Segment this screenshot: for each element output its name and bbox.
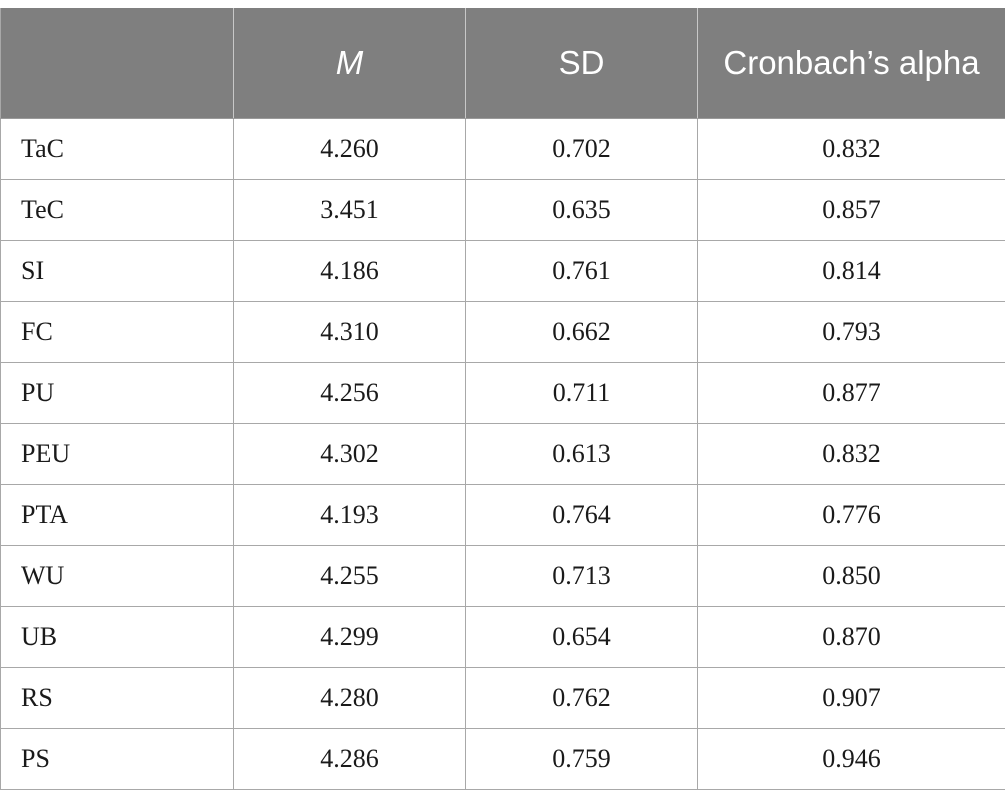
row-label-cell: PS [0, 728, 234, 790]
cronbach-alpha-cell: 0.946 [697, 728, 1005, 790]
mean-cell: 4.255 [233, 545, 466, 607]
sd-cell: 0.713 [465, 545, 698, 607]
table-row: PEU 4.302 0.613 0.832 [0, 423, 1005, 485]
table-row: TaC 4.260 0.702 0.832 [0, 118, 1005, 180]
table-row: PS 4.286 0.759 0.946 [0, 728, 1005, 790]
mean-cell: 4.302 [233, 423, 466, 485]
sd-cell: 0.702 [465, 118, 698, 180]
mean-cell: 4.310 [233, 301, 466, 363]
cronbach-alpha-cell: 0.832 [697, 118, 1005, 180]
sd-cell: 0.711 [465, 362, 698, 424]
sd-cell: 0.759 [465, 728, 698, 790]
cronbach-alpha-cell: 0.877 [697, 362, 1005, 424]
table-row: UB 4.299 0.654 0.870 [0, 606, 1005, 668]
cronbach-alpha-cell: 0.814 [697, 240, 1005, 302]
header-cell-variable [0, 8, 234, 119]
mean-cell: 4.186 [233, 240, 466, 302]
row-label-cell: UB [0, 606, 234, 668]
cronbach-alpha-cell: 0.793 [697, 301, 1005, 363]
row-label-cell: TeC [0, 179, 234, 241]
table-row: RS 4.280 0.762 0.907 [0, 667, 1005, 729]
table-row: TeC 3.451 0.635 0.857 [0, 179, 1005, 241]
table-header: M SD Cronbach’s alpha [0, 8, 1005, 119]
sd-cell: 0.761 [465, 240, 698, 302]
row-label-cell: SI [0, 240, 234, 302]
mean-cell: 4.286 [233, 728, 466, 790]
statistics-table-container: M SD Cronbach’s alpha TaC 4.260 0.702 0.832… [0, 8, 1005, 790]
row-label-cell: PTA [0, 484, 234, 546]
mean-cell: 3.451 [233, 179, 466, 241]
sd-cell: 0.662 [465, 301, 698, 363]
mean-cell: 4.256 [233, 362, 466, 424]
cronbach-alpha-cell: 0.850 [697, 545, 1005, 607]
sd-cell: 0.762 [465, 667, 698, 729]
sd-cell: 0.613 [465, 423, 698, 485]
cronbach-alpha-cell: 0.832 [697, 423, 1005, 485]
cronbach-alpha-cell: 0.857 [697, 179, 1005, 241]
row-label-cell: TaC [0, 118, 234, 180]
table-row: PTA 4.193 0.764 0.776 [0, 484, 1005, 546]
header-cell-sd: SD [465, 8, 698, 119]
statistics-table: M SD Cronbach’s alpha TaC 4.260 0.702 0.832… [0, 8, 1005, 790]
sd-cell: 0.764 [465, 484, 698, 546]
header-row: M SD Cronbach’s alpha [0, 8, 1005, 119]
row-label-cell: WU [0, 545, 234, 607]
mean-cell: 4.260 [233, 118, 466, 180]
mean-cell: 4.193 [233, 484, 466, 546]
mean-cell: 4.299 [233, 606, 466, 668]
table-row: WU 4.255 0.713 0.850 [0, 545, 1005, 607]
table-row: FC 4.310 0.662 0.793 [0, 301, 1005, 363]
row-label-cell: FC [0, 301, 234, 363]
row-label-cell: PEU [0, 423, 234, 485]
mean-cell: 4.280 [233, 667, 466, 729]
cronbach-alpha-cell: 0.870 [697, 606, 1005, 668]
table-row: SI 4.186 0.761 0.814 [0, 240, 1005, 302]
row-label-cell: RS [0, 667, 234, 729]
header-cell-mean: M [233, 8, 466, 119]
sd-cell: 0.635 [465, 179, 698, 241]
cronbach-alpha-cell: 0.776 [697, 484, 1005, 546]
row-label-cell: PU [0, 362, 234, 424]
sd-cell: 0.654 [465, 606, 698, 668]
table-row: PU 4.256 0.711 0.877 [0, 362, 1005, 424]
cronbach-alpha-cell: 0.907 [697, 667, 1005, 729]
table-body: TaC 4.260 0.702 0.832 TeC 3.451 0.635 0.857 SI 4.… [0, 118, 1005, 790]
header-cell-cronbach-alpha: Cronbach’s alpha [697, 8, 1005, 119]
